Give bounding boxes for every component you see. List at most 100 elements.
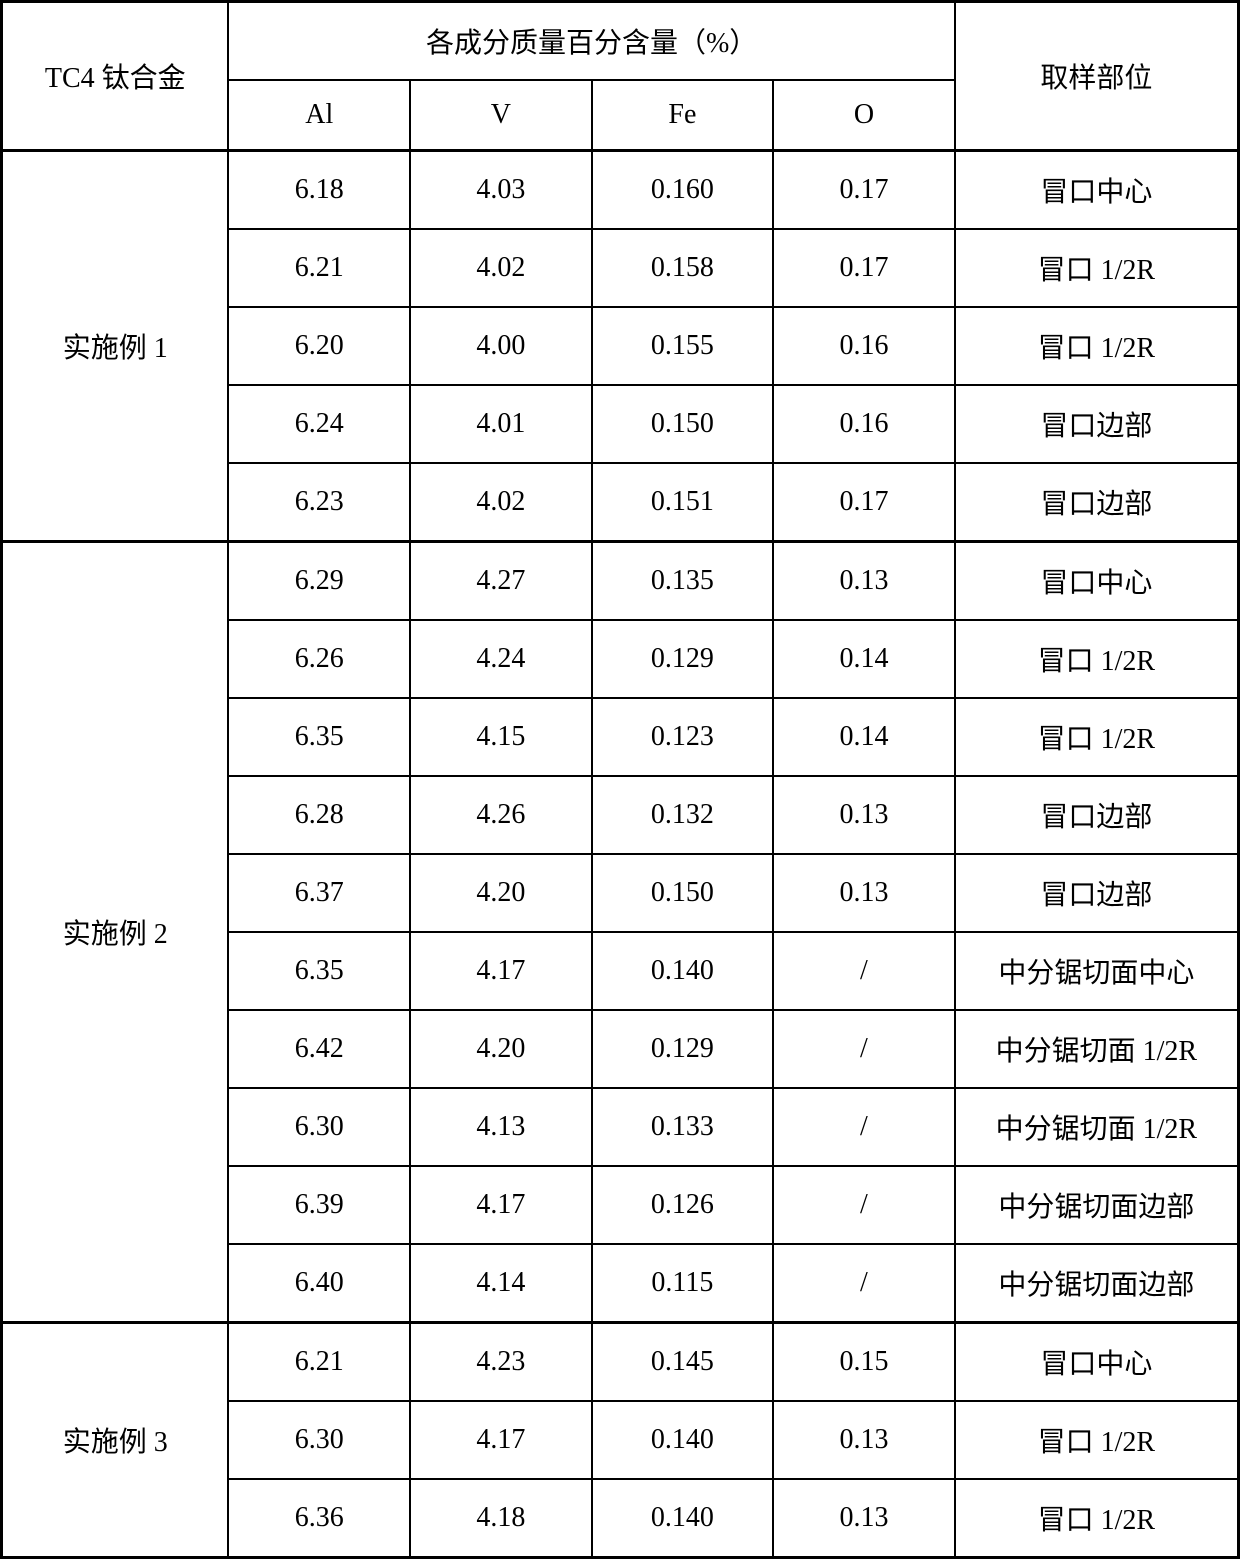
cell-location: 冒口边部 — [955, 385, 1239, 463]
table-row: 实施例 1 6.18 4.03 0.160 0.17 冒口中心 — [2, 151, 1239, 230]
cell-v: 4.02 — [410, 463, 592, 542]
cell-location: 中分锯切面边部 — [955, 1244, 1239, 1323]
cell-v: 4.23 — [410, 1323, 592, 1402]
header-element-al: Al — [228, 80, 410, 151]
cell-al: 6.30 — [228, 1401, 410, 1479]
cell-location: 中分锯切面 1/2R — [955, 1088, 1239, 1166]
cell-location: 冒口边部 — [955, 463, 1239, 542]
cell-v: 4.15 — [410, 698, 592, 776]
cell-location: 冒口 1/2R — [955, 620, 1239, 698]
cell-v: 4.00 — [410, 307, 592, 385]
cell-o: 0.15 — [773, 1323, 955, 1402]
cell-location: 冒口 1/2R — [955, 698, 1239, 776]
group-label: 实施例 1 — [2, 151, 229, 542]
table-header-row-1: TC4 钛合金 各成分质量百分含量（%） 取样部位 — [2, 2, 1239, 81]
cell-o: 0.13 — [773, 1401, 955, 1479]
cell-fe: 0.126 — [592, 1166, 774, 1244]
cell-fe: 0.132 — [592, 776, 774, 854]
header-alloy: TC4 钛合金 — [2, 2, 229, 151]
cell-fe: 0.140 — [592, 1401, 774, 1479]
group-label: 实施例 3 — [2, 1323, 229, 1558]
cell-location: 冒口 1/2R — [955, 1401, 1239, 1479]
cell-location: 冒口 1/2R — [955, 1479, 1239, 1558]
cell-al: 6.21 — [228, 229, 410, 307]
cell-v: 4.24 — [410, 620, 592, 698]
cell-o: 0.16 — [773, 307, 955, 385]
header-element-fe: Fe — [592, 80, 774, 151]
cell-location: 中分锯切面 1/2R — [955, 1010, 1239, 1088]
cell-al: 6.21 — [228, 1323, 410, 1402]
cell-al: 6.23 — [228, 463, 410, 542]
cell-o: 0.17 — [773, 463, 955, 542]
cell-fe: 0.140 — [592, 1479, 774, 1558]
cell-o: / — [773, 1244, 955, 1323]
cell-fe: 0.150 — [592, 854, 774, 932]
cell-o: 0.13 — [773, 542, 955, 621]
cell-al: 6.39 — [228, 1166, 410, 1244]
cell-v: 4.02 — [410, 229, 592, 307]
cell-o: 0.13 — [773, 776, 955, 854]
cell-location: 冒口 1/2R — [955, 307, 1239, 385]
table-row: 实施例 3 6.21 4.23 0.145 0.15 冒口中心 — [2, 1323, 1239, 1402]
cell-al: 6.30 — [228, 1088, 410, 1166]
cell-o: 0.14 — [773, 620, 955, 698]
cell-fe: 0.135 — [592, 542, 774, 621]
cell-o: 0.17 — [773, 229, 955, 307]
cell-o: 0.13 — [773, 854, 955, 932]
table-row: 实施例 2 6.29 4.27 0.135 0.13 冒口中心 — [2, 542, 1239, 621]
cell-v: 4.20 — [410, 854, 592, 932]
cell-o: 0.14 — [773, 698, 955, 776]
cell-fe: 0.133 — [592, 1088, 774, 1166]
cell-al: 6.37 — [228, 854, 410, 932]
cell-location: 冒口中心 — [955, 542, 1239, 621]
cell-v: 4.26 — [410, 776, 592, 854]
cell-al: 6.28 — [228, 776, 410, 854]
cell-v: 4.17 — [410, 1166, 592, 1244]
cell-al: 6.24 — [228, 385, 410, 463]
cell-o: / — [773, 932, 955, 1010]
cell-location: 冒口 1/2R — [955, 229, 1239, 307]
cell-fe: 0.155 — [592, 307, 774, 385]
header-element-v: V — [410, 80, 592, 151]
cell-o: 0.13 — [773, 1479, 955, 1558]
cell-v: 4.27 — [410, 542, 592, 621]
cell-location: 中分锯切面中心 — [955, 932, 1239, 1010]
group-label: 实施例 2 — [2, 542, 229, 1323]
header-composition: 各成分质量百分含量（%） — [228, 2, 954, 81]
header-element-o: O — [773, 80, 955, 151]
header-location: 取样部位 — [955, 2, 1239, 151]
cell-v: 4.13 — [410, 1088, 592, 1166]
cell-v: 4.17 — [410, 932, 592, 1010]
cell-location: 中分锯切面边部 — [955, 1166, 1239, 1244]
cell-fe: 0.145 — [592, 1323, 774, 1402]
cell-fe: 0.151 — [592, 463, 774, 542]
cell-al: 6.20 — [228, 307, 410, 385]
cell-fe: 0.129 — [592, 620, 774, 698]
cell-o: 0.17 — [773, 151, 955, 230]
cell-o: / — [773, 1166, 955, 1244]
cell-fe: 0.115 — [592, 1244, 774, 1323]
table-body: TC4 钛合金 各成分质量百分含量（%） 取样部位 Al V Fe O 实施例 … — [2, 2, 1239, 1558]
cell-al: 6.35 — [228, 932, 410, 1010]
cell-o: 0.16 — [773, 385, 955, 463]
cell-location: 冒口边部 — [955, 854, 1239, 932]
cell-fe: 0.150 — [592, 385, 774, 463]
cell-v: 4.17 — [410, 1401, 592, 1479]
cell-v: 4.14 — [410, 1244, 592, 1323]
cell-location: 冒口中心 — [955, 1323, 1239, 1402]
cell-fe: 0.123 — [592, 698, 774, 776]
cell-al: 6.29 — [228, 542, 410, 621]
cell-v: 4.01 — [410, 385, 592, 463]
cell-o: / — [773, 1088, 955, 1166]
cell-al: 6.36 — [228, 1479, 410, 1558]
cell-location: 冒口中心 — [955, 151, 1239, 230]
cell-fe: 0.158 — [592, 229, 774, 307]
cell-al: 6.40 — [228, 1244, 410, 1323]
cell-fe: 0.140 — [592, 932, 774, 1010]
cell-al: 6.42 — [228, 1010, 410, 1088]
cell-v: 4.18 — [410, 1479, 592, 1558]
cell-v: 4.03 — [410, 151, 592, 230]
cell-location: 冒口边部 — [955, 776, 1239, 854]
composition-table: TC4 钛合金 各成分质量百分含量（%） 取样部位 Al V Fe O 实施例 … — [0, 0, 1240, 1559]
cell-al: 6.35 — [228, 698, 410, 776]
